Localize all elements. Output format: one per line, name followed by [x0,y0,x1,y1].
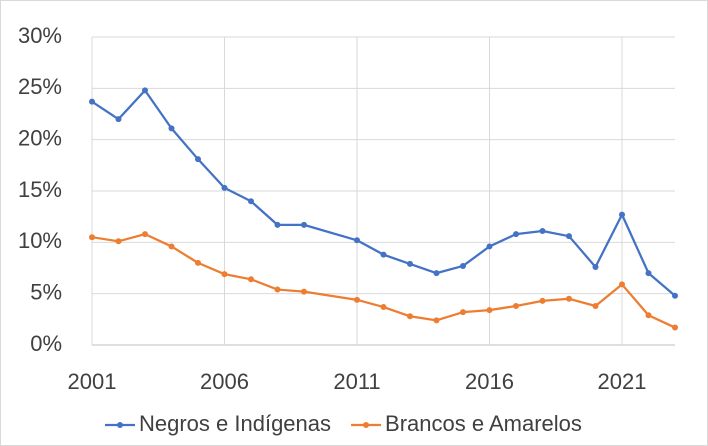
point [407,313,413,320]
point [672,292,678,299]
point [645,270,652,277]
point [460,309,466,316]
point [566,295,572,302]
point [539,297,546,304]
point [619,211,625,218]
point [566,233,572,240]
x-tick-label: 2016 [465,369,514,394]
point [407,260,413,267]
x-tick-label: 2011 [333,369,380,394]
point [460,262,466,269]
point [645,312,652,319]
x-tick-label: 2021 [598,369,647,394]
x-tick-label: 2001 [68,369,117,394]
point [486,307,493,314]
point [486,243,493,250]
point [115,238,122,245]
point [433,317,440,324]
point [168,125,175,132]
point [89,234,95,241]
point [354,296,360,303]
y-tick-label: 30% [18,23,62,48]
series-line [91,232,676,329]
point [380,251,387,258]
point [274,221,281,228]
point [619,281,625,288]
legend-label: Negros e Indígenas [139,411,331,436]
point [274,286,281,293]
y-tick-label: 0% [30,331,62,356]
point [380,304,387,311]
point [195,156,201,163]
point [513,302,519,309]
point [301,221,307,228]
point [248,198,254,205]
point [221,184,228,191]
point [89,98,95,105]
legend-marker [117,422,123,428]
point [539,228,546,235]
x-tick-label: 2006 [200,369,249,394]
y-tick-label: 10% [18,228,62,253]
legend-label: Brancos e Amarelos [385,411,582,436]
point [672,324,678,331]
y-tick-label: 20% [18,125,62,150]
point [142,87,148,94]
series-line [91,89,676,297]
y-tick-label: 25% [18,74,62,99]
point [248,276,254,283]
point [221,271,228,278]
legend-marker [363,422,370,428]
y-tick-label: 5% [30,279,62,304]
point [301,288,307,295]
point [142,231,148,238]
point [115,116,122,123]
point [592,302,599,309]
point [168,243,175,250]
point [513,231,519,238]
point [354,237,360,244]
point [195,259,201,266]
point [592,263,599,270]
point [433,270,440,277]
y-tick-label: 15% [18,177,62,202]
